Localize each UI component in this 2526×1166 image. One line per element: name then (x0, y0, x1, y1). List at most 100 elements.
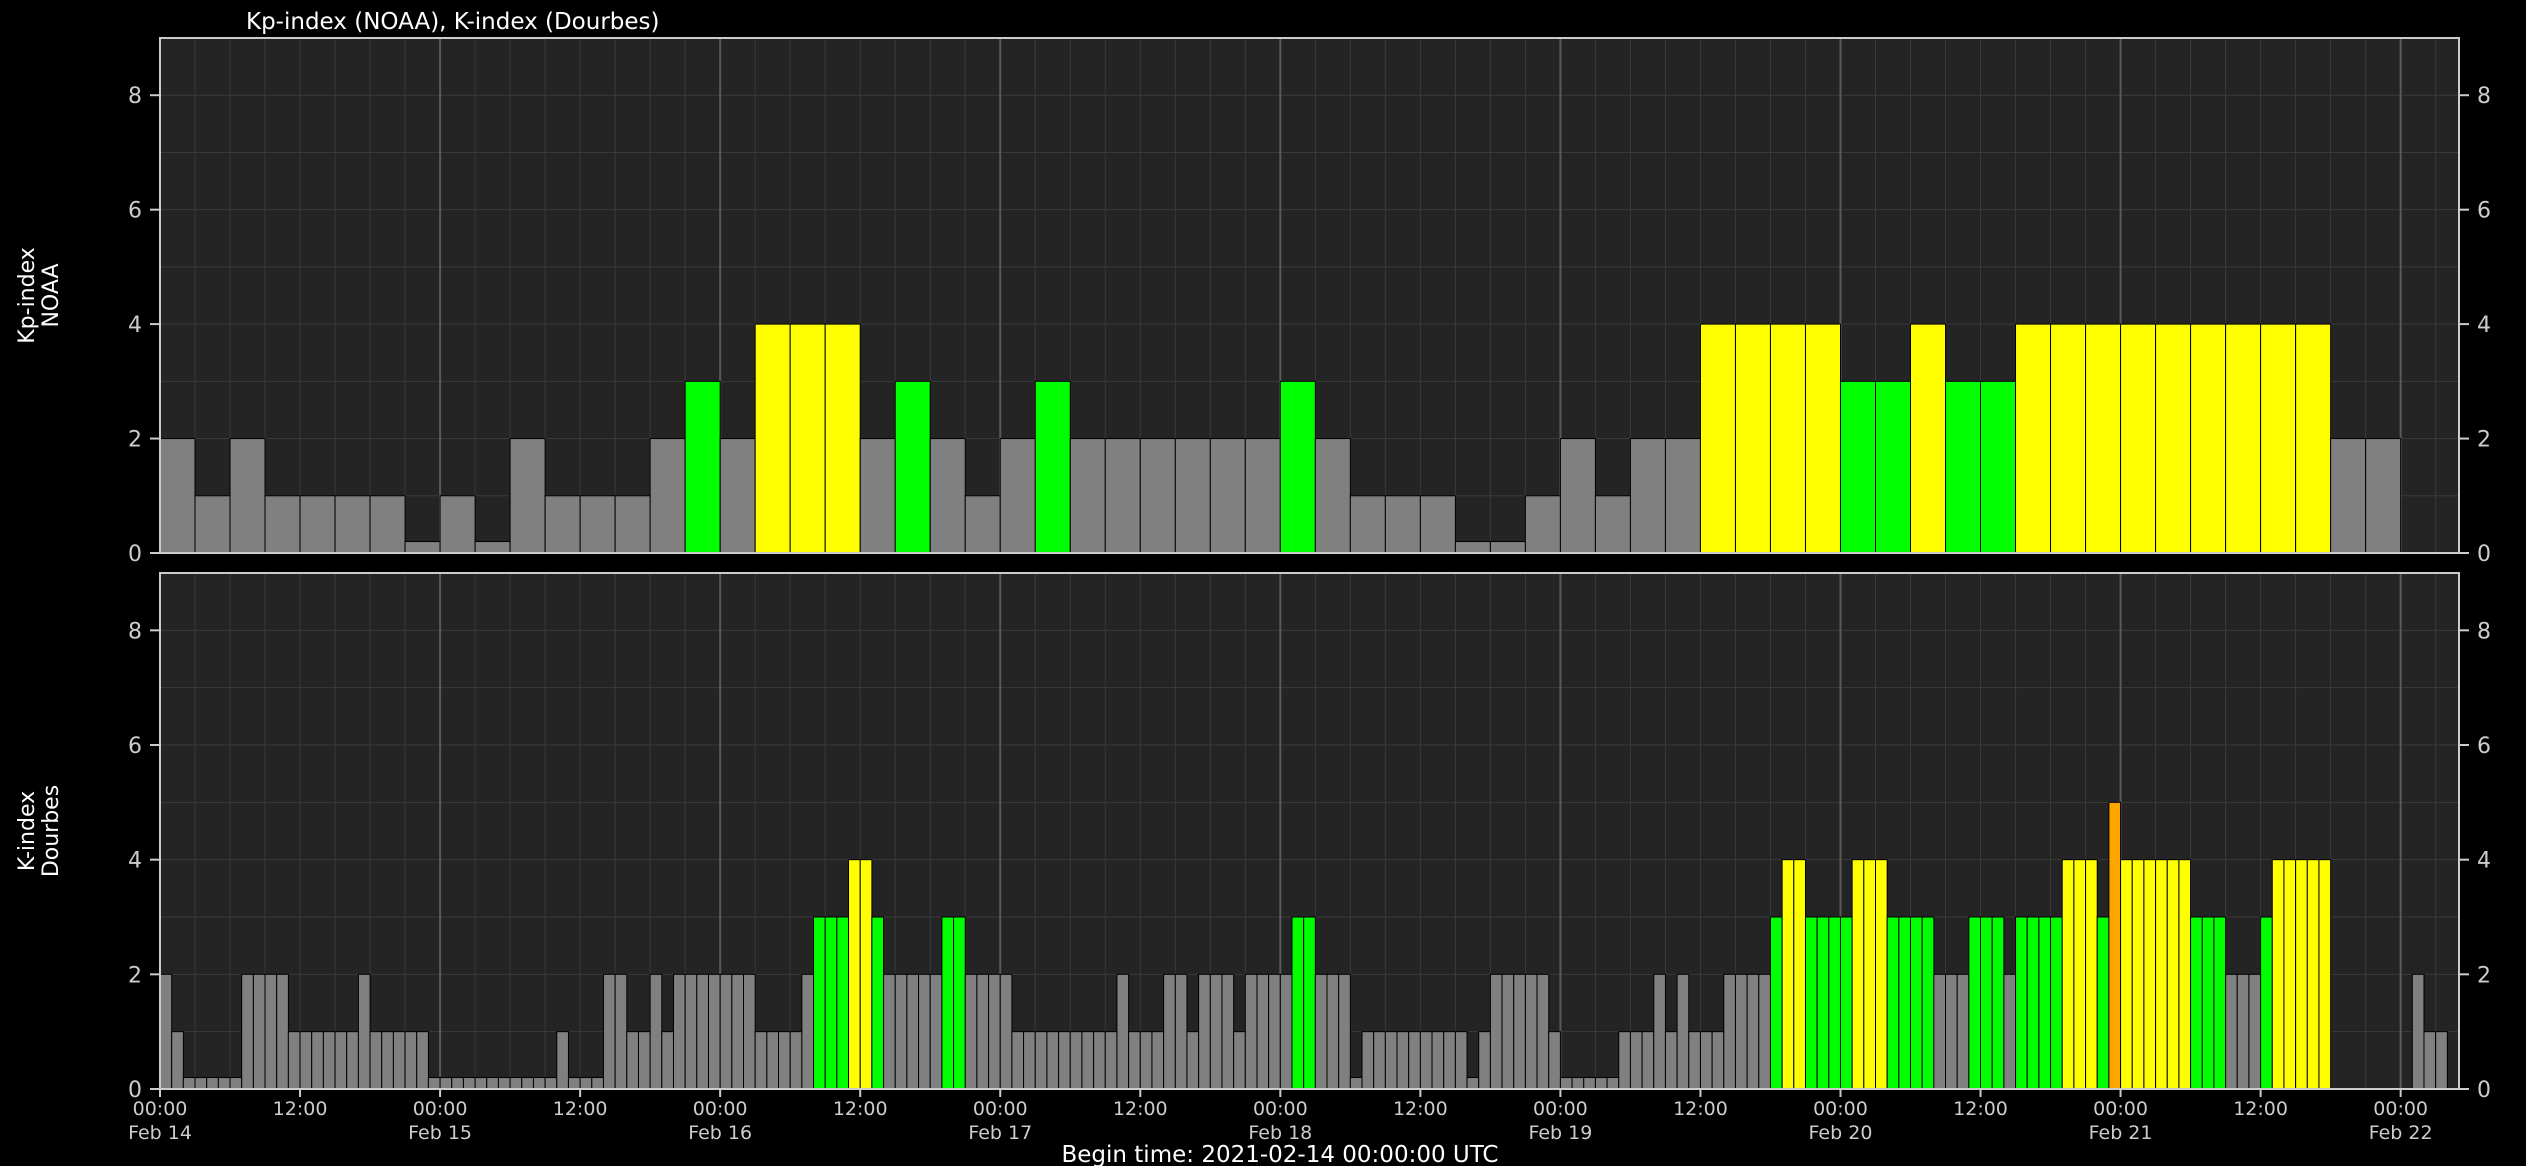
data-bar (1606, 1077, 1620, 1090)
data-bar (369, 1031, 383, 1090)
data-bar (556, 1031, 569, 1090)
y-tick-label-right: 8 (2477, 619, 2491, 644)
data-bar (789, 323, 826, 554)
data-bar (299, 495, 336, 554)
data-bar (1945, 380, 1982, 554)
data-bar (2318, 859, 2332, 1090)
data-bar (2178, 859, 2192, 1090)
x-tick-time-label: 12:00 (1673, 1098, 1728, 1120)
data-bar (1851, 859, 1865, 1090)
y-axis-label-line: NOAA (39, 263, 64, 327)
data-bar (2295, 323, 2332, 554)
data-bar (1676, 973, 1690, 1090)
data-bar (848, 859, 861, 1090)
data-bar (1688, 1031, 1701, 1090)
data-bar (2260, 323, 2297, 554)
data-bar (322, 1031, 336, 1090)
x-tick-time-label: 00:00 (693, 1098, 748, 1120)
data-bar (1023, 1031, 1036, 1090)
data-bar (1583, 1077, 1596, 1090)
data-bar (474, 1077, 488, 1090)
data-bar (462, 1077, 476, 1090)
data-bar (1466, 1077, 1480, 1090)
data-bar (567, 1077, 581, 1090)
data-bar (1559, 1077, 1573, 1090)
data-bar (918, 973, 931, 1090)
x-tick-date-label: Feb 18 (1248, 1122, 1312, 1144)
data-bar (1781, 859, 1795, 1090)
data-bar (1314, 438, 1351, 554)
data-bar (206, 1077, 219, 1090)
data-bar (1980, 916, 1993, 1090)
data-bar (217, 1077, 231, 1090)
data-bar (1524, 495, 1561, 554)
data-bar (824, 323, 861, 554)
data-bar (1945, 973, 1958, 1090)
y-tick-label-left: 8 (128, 84, 142, 109)
data-bar (1104, 1031, 1118, 1090)
data-bar (766, 1031, 780, 1090)
data-bar (1081, 1031, 1095, 1090)
data-bar (2260, 916, 2273, 1090)
x-tick-time-label: 00:00 (1813, 1098, 1868, 1120)
data-bar (2003, 973, 2017, 1090)
data-bar (1758, 973, 1771, 1090)
x-tick-time-label: 12:00 (1393, 1098, 1448, 1120)
x-tick-date-label: Feb 19 (1528, 1122, 1592, 1144)
x-tick-time-label: 00:00 (1253, 1098, 1308, 1120)
data-bar (637, 1031, 651, 1090)
data-bar (929, 438, 966, 554)
data-bar (754, 323, 791, 554)
data-bar (1256, 973, 1270, 1090)
data-bar (2166, 859, 2180, 1090)
data-bar (1513, 973, 1526, 1090)
data-bar (2085, 859, 2098, 1090)
data-bar (1664, 1031, 1678, 1090)
data-bar (392, 1031, 406, 1090)
data-bar (509, 438, 546, 554)
x-tick-date-label: Feb 22 (2369, 1122, 2433, 1144)
data-bar (2248, 973, 2262, 1090)
data-bar (813, 916, 826, 1090)
data-bar (346, 1031, 359, 1090)
data-bar (2435, 1031, 2448, 1090)
data-bar (1291, 916, 1305, 1090)
data-bar (778, 1031, 791, 1090)
x-tick-time-label: 00:00 (973, 1098, 1028, 1120)
data-bar (871, 916, 885, 1090)
y-tick-label-right: 6 (2477, 199, 2491, 224)
data-bar (381, 1031, 394, 1090)
y-tick-label-right: 2 (2477, 428, 2491, 453)
data-bar (1034, 380, 1071, 554)
data-bar (1746, 973, 1760, 1090)
data-bar (182, 1077, 196, 1090)
data-bar (1629, 1031, 1643, 1090)
data-bar (1314, 973, 1328, 1090)
data-bar (1524, 973, 1538, 1090)
y-tick-label-left: 0 (128, 542, 142, 567)
data-bar (194, 1077, 208, 1090)
y-axis-label: Kp-indexNOAA (15, 247, 64, 344)
x-tick-time-label: 12:00 (2233, 1098, 2288, 1120)
data-bar (1186, 1031, 1200, 1090)
data-bar (579, 1077, 593, 1090)
data-bar (1384, 1031, 1398, 1090)
data-bar (1910, 323, 1947, 554)
data-bar (1804, 916, 1818, 1090)
data-bar (1863, 859, 1876, 1090)
data-bar (1233, 1031, 1246, 1090)
data-bar (1303, 916, 1316, 1090)
data-bar (2015, 916, 2028, 1090)
data-bar (1968, 916, 1982, 1090)
data-bar (1898, 916, 1912, 1090)
x-tick-time-label: 00:00 (1533, 1098, 1588, 1120)
data-bar (649, 973, 663, 1090)
data-bar (1956, 973, 1970, 1090)
data-bar (2295, 859, 2308, 1090)
data-bar (1489, 973, 1503, 1090)
panels-layer: 0 0 2 2 4 4 6 6 8 8 Kp-indexNOAA 0 0 2 2 4 4 6 6 8 8 K-indexD… (15, 37, 2491, 1144)
y-tick-label-left: 0 (128, 1078, 142, 1103)
x-tick-time-label: 12:00 (1953, 1098, 2008, 1120)
data-bar (264, 495, 301, 554)
